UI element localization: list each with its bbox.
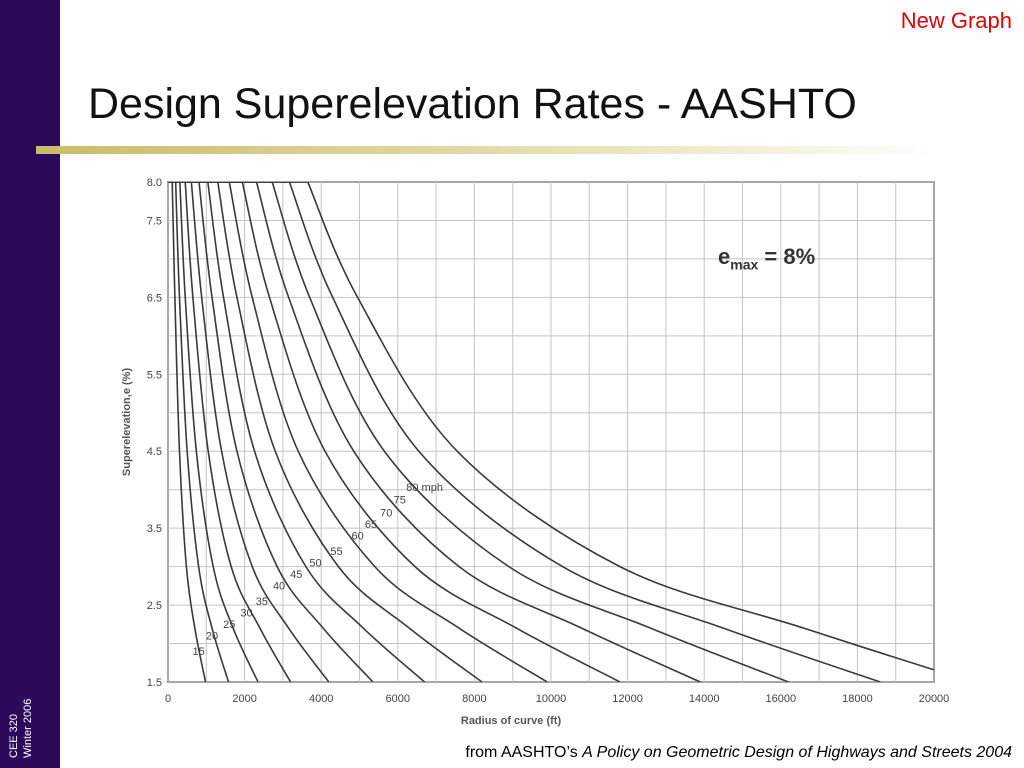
series-line-15: [168, 182, 207, 682]
x-tick-label: 12000: [612, 693, 643, 705]
series-label-25: 25: [223, 619, 235, 631]
series-label-15: 15: [193, 646, 205, 658]
sidebar: CEE 320 Winter 2006: [0, 0, 60, 768]
y-axis-title: Superelevation,e (%): [121, 368, 133, 477]
superelevation-chart: 0 2000 4000 6000 8000 10000 12000 14000 16000 180…: [121, 177, 950, 727]
x-tick-label: 14000: [689, 693, 720, 705]
course-term: Winter 2006: [22, 698, 34, 758]
slide-title: Design Superelevation Rates - AASHTO: [88, 80, 857, 128]
y-tick-label: 1.5: [147, 677, 162, 689]
emax-annotation: emax = 8%: [718, 244, 815, 272]
series-line-20: [168, 182, 230, 682]
emax-rest: = 8%: [758, 244, 816, 269]
series-line-35: [168, 182, 330, 682]
series-label-75: 75: [394, 495, 406, 507]
y-tick-label: 3.5: [147, 523, 162, 535]
course-code: CEE 320: [8, 713, 20, 758]
x-tick-label: 6000: [386, 693, 410, 705]
emax-base: e: [718, 244, 731, 269]
series-label-35: 35: [256, 596, 268, 608]
series-line-40: [168, 182, 374, 682]
series-line-50: [168, 182, 483, 682]
y-tick-label: 6.5: [147, 292, 162, 304]
y-tick-label: 4.5: [147, 446, 162, 458]
series-label-20: 20: [206, 631, 218, 643]
series-label-55: 55: [330, 546, 342, 558]
series-line-65: [168, 182, 701, 682]
y-tick-label: 7.5: [147, 215, 162, 227]
emax-sub: max: [730, 256, 759, 273]
new-graph-badge: New Graph: [900, 8, 1012, 33]
course-label: CEE 320 Winter 2006: [8, 668, 48, 758]
series-line-70: [168, 182, 789, 682]
series-line-55: [168, 182, 548, 682]
series-line-80: [168, 182, 934, 671]
series-label-45: 45: [290, 569, 302, 581]
y-tick-label: 2.5: [147, 600, 162, 612]
x-tick-label: 16000: [766, 693, 797, 705]
y-tick-label: 5.5: [147, 369, 162, 381]
series-line-45: [168, 182, 426, 682]
series-line-30: [168, 182, 292, 682]
chart-container: 0 2000 4000 6000 8000 10000 12000 14000 16000 180…: [100, 168, 1000, 733]
y-tick-label: 8.0: [147, 177, 162, 189]
series-line-60: [168, 182, 621, 682]
x-tick-label: 18000: [842, 693, 873, 705]
series-label-30: 30: [240, 608, 252, 620]
x-tick-label: 8000: [462, 693, 486, 705]
series-label-65: 65: [365, 519, 377, 531]
x-tick-label: 0: [165, 693, 171, 705]
series-label-40: 40: [273, 581, 285, 593]
series-line-25: [168, 182, 259, 682]
source-prefix: from AASHTO’s: [465, 744, 583, 761]
title-divider: [36, 146, 946, 154]
series-label-70: 70: [380, 508, 392, 520]
source-citation: from AASHTO’s A Policy on Geometric Desi…: [465, 744, 1012, 762]
x-tick-label: 2000: [232, 693, 256, 705]
series-label-60: 60: [351, 531, 363, 543]
series-label-80: 80 mph: [406, 482, 443, 494]
series-line-75: [168, 182, 881, 682]
series-label-50: 50: [309, 558, 321, 570]
x-axis-title: Radius of curve (ft): [461, 715, 562, 727]
x-tick-label: 10000: [536, 693, 567, 705]
x-tick-label: 4000: [309, 693, 333, 705]
x-tick-label: 20000: [919, 693, 950, 705]
source-title: A Policy on Geometric Design of Highways…: [582, 744, 1012, 761]
